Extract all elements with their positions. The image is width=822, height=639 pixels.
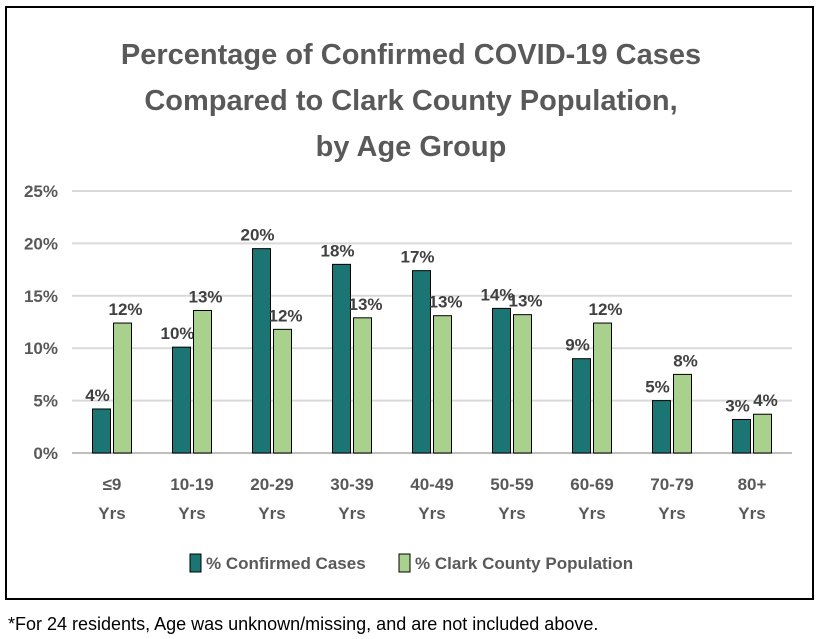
x-tick-label: Yrs <box>338 504 365 523</box>
data-label: 10% <box>160 324 194 343</box>
x-tick-label: 10-19 <box>170 475 213 494</box>
bar-county-population <box>673 373 692 454</box>
data-label: 18% <box>320 241 354 260</box>
data-label: 4% <box>753 391 778 410</box>
x-tick-label: Yrs <box>178 504 205 523</box>
bar-confirmed-cases <box>652 400 671 454</box>
data-label: 13% <box>348 295 382 314</box>
legend-label: % Clark County Population <box>415 554 633 573</box>
bar-county-population <box>593 322 612 454</box>
data-label: 20% <box>240 226 274 245</box>
bar-county-population <box>353 317 372 454</box>
footnote: *For 24 residents, Age was unknown/missi… <box>8 614 599 634</box>
x-tick-label: 50-59 <box>490 475 533 494</box>
data-label: 4% <box>85 386 110 405</box>
bar-county-population <box>113 322 132 454</box>
bar-confirmed-cases <box>172 346 191 454</box>
bar-confirmed-cases <box>332 263 351 454</box>
data-label: 12% <box>268 306 302 325</box>
data-label: 13% <box>188 287 222 306</box>
chart-title-line-2: Compared to Clark County Population, <box>144 85 678 117</box>
x-tick-label: 20-29 <box>250 475 293 494</box>
x-tick-label: 60-69 <box>570 475 613 494</box>
y-tick-label: 15% <box>24 287 58 306</box>
bar-county-population <box>433 315 452 454</box>
chart-plot: 0% 5% 10% 15% 20% 25% 4% 12% ≤9 Yrs 10% 13% 10-19 Yrs… <box>24 182 792 573</box>
bar-confirmed-cases <box>252 248 271 454</box>
x-tick-label: Yrs <box>258 504 285 523</box>
data-label: 14% <box>480 285 514 304</box>
data-label: 13% <box>508 292 542 311</box>
y-tick-label: 20% <box>24 234 58 253</box>
data-label: 8% <box>673 351 698 370</box>
data-label: 12% <box>588 300 622 319</box>
x-tick-label: Yrs <box>578 504 605 523</box>
bar-county-population <box>753 413 772 454</box>
chart-title-line-3: by Age Group <box>315 131 507 163</box>
y-tick-label: 0% <box>33 444 58 463</box>
chart-title-line-1: Percentage of Confirmed COVID-19 Cases <box>120 39 702 71</box>
data-label: 5% <box>645 378 670 397</box>
x-tick-label: Yrs <box>738 504 765 523</box>
bar-county-population <box>193 309 212 454</box>
x-tick-label: 30-39 <box>330 475 373 494</box>
x-tick-label: Yrs <box>98 504 125 523</box>
x-tick-label: Yrs <box>498 504 525 523</box>
y-tick-label: 25% <box>24 182 58 201</box>
data-label: 3% <box>725 396 750 415</box>
data-label: 12% <box>108 300 142 319</box>
chart-title: Percentage of Confirmed COVID-19 Cases C… <box>0 32 822 170</box>
y-tick-label: 5% <box>33 392 58 411</box>
x-tick-label: 70-79 <box>650 475 693 494</box>
chart-frame <box>5 6 814 600</box>
bar-confirmed-cases <box>492 307 511 454</box>
legend-swatch <box>398 553 411 573</box>
x-tick-label: Yrs <box>418 504 445 523</box>
data-label: 13% <box>428 293 462 312</box>
bar-county-population <box>273 328 292 454</box>
bar-confirmed-cases <box>412 270 431 454</box>
bar-confirmed-cases <box>572 358 591 454</box>
legend-swatch <box>189 553 202 573</box>
legend-label: % Confirmed Cases <box>206 554 366 573</box>
bar-county-population <box>513 314 532 454</box>
x-tick-label: 40-49 <box>410 475 453 494</box>
data-label: 17% <box>400 248 434 267</box>
x-tick-label: ≤9 <box>103 475 122 494</box>
y-tick-label: 10% <box>24 339 58 358</box>
x-tick-label: Yrs <box>658 504 685 523</box>
bar-confirmed-cases <box>92 408 111 454</box>
x-tick-label: 80+ <box>738 475 767 494</box>
bar-confirmed-cases <box>732 418 751 454</box>
data-label: 9% <box>565 336 590 355</box>
